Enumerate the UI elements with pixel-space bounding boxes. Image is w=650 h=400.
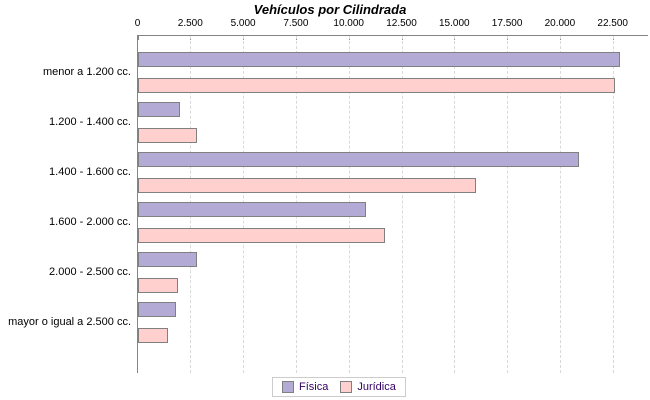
legend-label-juridica: Jurídica (357, 381, 396, 393)
category-label: menor a 1.200 cc. (42, 66, 131, 78)
chart-title: Vehículos por Cilindrada (253, 2, 407, 17)
bar-juridica (138, 178, 476, 193)
fisica-swatch-icon (282, 381, 294, 393)
x-tick-label: 2.500 (177, 18, 203, 29)
x-tick-label: 0 (134, 18, 141, 29)
category-label: 2.000 - 2.500 cc. (49, 266, 131, 278)
bar-fisica (138, 52, 620, 67)
gridline (560, 36, 561, 373)
bar-juridica (138, 328, 168, 343)
x-tick-label: 7.500 (283, 18, 309, 29)
gridline (402, 36, 403, 373)
x-tick-label: 12.500 (386, 18, 417, 29)
category-label: 1.600 - 2.000 cc. (49, 216, 131, 228)
bar-fisica (138, 102, 180, 117)
x-tick-label: 17.500 (491, 18, 523, 29)
bar-fisica (138, 302, 176, 317)
bar-juridica (138, 228, 385, 243)
category-label: 1.200 - 1.400 cc. (49, 116, 131, 128)
x-tick-label: 20.000 (544, 18, 576, 29)
x-tick-label: 10.000 (333, 18, 364, 29)
x-axis-line (137, 35, 648, 36)
x-tick-label: 15.000 (439, 18, 470, 29)
x-tick-mark (138, 35, 139, 40)
x-tick-label: 22.500 (597, 18, 628, 29)
x-tick-label: 5.000 (230, 18, 256, 29)
category-label: 1.400 - 1.600 cc. (49, 166, 131, 178)
gridline (613, 36, 614, 373)
legend-item-juridica: Jurídica (340, 381, 396, 393)
gridline (454, 36, 455, 373)
legend: Física Jurídica (272, 377, 406, 397)
juridica-swatch-icon (340, 381, 353, 393)
category-label: mayor o igual a 2.500 cc. (8, 316, 131, 328)
bar-juridica (138, 278, 178, 293)
legend-item-fisica: Física (282, 381, 328, 393)
bar-fisica (138, 152, 579, 167)
bar-fisica (138, 252, 197, 267)
bar-juridica (138, 128, 197, 143)
bar-fisica (138, 202, 366, 217)
bar-juridica (138, 78, 615, 93)
y-axis-line (137, 35, 138, 373)
legend-label-fisica: Física (299, 381, 329, 393)
gridline (507, 36, 508, 373)
